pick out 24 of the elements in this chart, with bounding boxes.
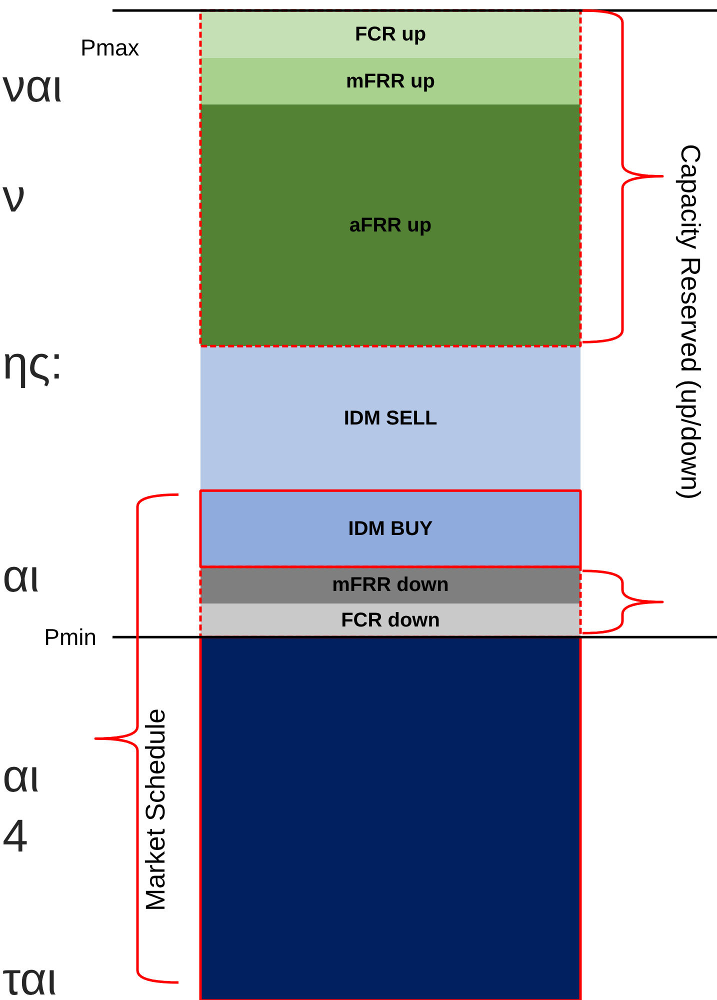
bar <box>200 346 580 491</box>
text: αι <box>2 750 40 802</box>
bar <box>200 10 580 58</box>
text: αι <box>2 550 40 602</box>
series-label: mFRR down <box>332 574 449 596</box>
series-label: IDM SELL <box>344 407 438 430</box>
text: ης: <box>2 336 64 388</box>
text: ναι <box>2 60 62 112</box>
series-label: FCR up <box>354 23 426 46</box>
text: ν <box>2 170 26 222</box>
ref-line-label: Pmin <box>44 624 97 650</box>
series-label: aFRR up <box>349 214 432 236</box>
text: Capacity Reserved (up/down) <box>676 144 706 500</box>
series-label: FCR down <box>341 609 440 632</box>
bar <box>200 604 580 638</box>
ref-line-label: Pmax <box>80 34 140 60</box>
text: Market Schedule <box>140 708 170 912</box>
bar <box>200 566 580 604</box>
bar <box>200 104 580 346</box>
text: 4 <box>2 810 28 862</box>
text: ται <box>2 952 57 1000</box>
bar <box>200 58 580 105</box>
series-label: mFRR up <box>346 70 435 92</box>
series-label: IDM BUY <box>348 518 434 540</box>
